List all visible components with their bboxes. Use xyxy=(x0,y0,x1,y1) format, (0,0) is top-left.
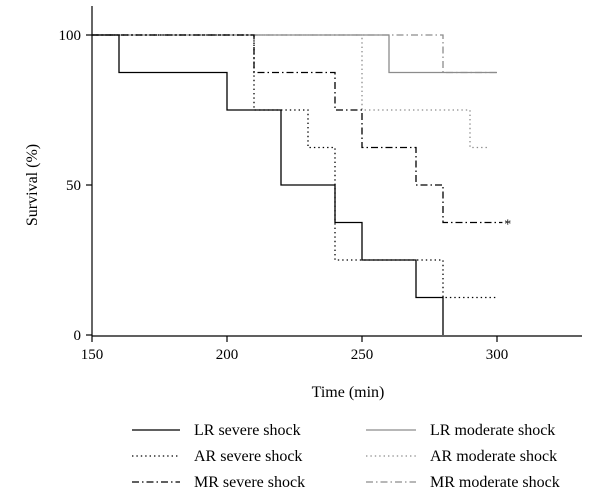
series-line-mr-moderate-shock xyxy=(92,34,497,74)
y-tick-label: 100 xyxy=(59,28,82,44)
series-line-mr-severe-shock xyxy=(92,34,503,224)
x-axis-label: Time (min) xyxy=(312,384,385,401)
legend-label: LR severe shock xyxy=(194,422,301,439)
series-line-ar-severe-shock xyxy=(92,34,497,299)
legend-label: AR moderate shock xyxy=(430,448,557,465)
legend-label: MR severe shock xyxy=(194,474,305,491)
series-line-ar-moderate-shock xyxy=(92,34,489,149)
x-tick-label: 150 xyxy=(81,347,104,363)
x-tick-label: 250 xyxy=(351,347,374,363)
y-tick-label: 50 xyxy=(66,178,81,194)
annotations: * xyxy=(504,218,511,233)
plot-series xyxy=(92,34,503,335)
x-tick-label: 200 xyxy=(216,347,239,363)
series-line-lr-severe-shock xyxy=(92,34,444,335)
x-tick-label: 300 xyxy=(486,347,509,363)
legend-label: LR moderate shock xyxy=(430,422,555,439)
y-tick-label: 0 xyxy=(74,328,82,344)
legend-label: MR moderate shock xyxy=(430,474,560,491)
legend-label: AR severe shock xyxy=(194,448,302,465)
legend: LR severe shock AR severe shock MR severe … xyxy=(132,422,560,491)
asterisk-annotation: * xyxy=(504,218,511,233)
series-line-lr-moderate-shock xyxy=(92,34,497,74)
axes: 150 200 250 300 0 50 100 xyxy=(59,6,582,363)
y-axis-label: Survival (%) xyxy=(24,144,41,226)
